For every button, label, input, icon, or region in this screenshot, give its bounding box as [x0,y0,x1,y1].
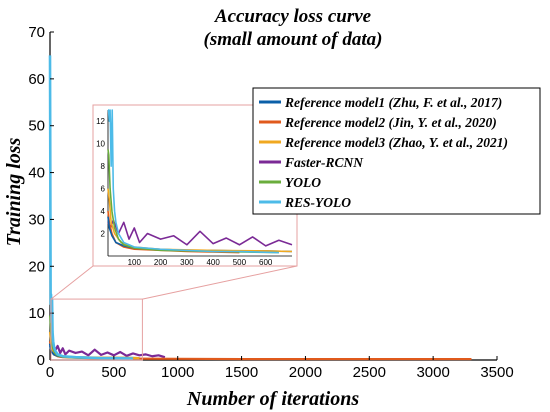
legend-box [252,87,541,215]
x-tick-label: 1000 [161,364,194,381]
legend-label: Reference model3 (Zhao, Y. et al., 2021) [284,135,508,150]
y-tick-label: 60 [28,71,45,88]
y-tick-label: 50 [28,118,45,135]
legend-label: RES-YOLO [284,195,351,210]
main-tick-labels: 0 500 1000 1500 2000 2500 3000 3500010203040506… [28,24,513,381]
y-tick-label: 40 [28,165,45,182]
inset-y-tick-label: 12 [96,117,105,126]
series-line-5 [48,55,134,360]
y-tick-label: 30 [28,211,45,228]
inset-series-line-3 [107,219,293,247]
inset-x-tick-label: 300 [180,258,194,267]
chart-title-line-2: (small amount of data) [204,29,383,50]
zoom-region [50,265,298,361]
chart-title-line-1: Accuracy loss curve [214,6,372,27]
x-axis-label: Number of iterations [186,388,359,410]
legend-label: Reference model2 (Jin, Y. et al., 2020) [284,115,497,130]
y-tick-label: 20 [28,258,45,275]
legend: Reference model1 (Zhu, F. et al., 2017) R… [252,87,541,215]
x-tick-label: 2000 [289,364,322,381]
inset-x-tick-label: 100 [128,258,142,267]
series-line-1 [48,341,472,361]
y-tick-label: 70 [28,24,45,41]
inset-x-tick-label: 600 [259,258,273,267]
legend-label: Reference model1 (Zhu, F. et al., 2017) [284,95,502,110]
inset-y-tick-label: 4 [101,207,106,216]
inset-x-tick-label: 500 [233,258,247,267]
inset-y-tick-label: 6 [101,185,106,194]
x-tick-label: 3500 [480,364,513,381]
legend-label: YOLO [285,175,321,190]
zoom-connector-right [142,265,298,300]
inset-x-tick-label: 400 [206,258,220,267]
x-tick-label: 0 [46,364,54,381]
inset-y-tick-label: 2 [101,230,106,239]
y-axis-label: Training loss [3,137,25,246]
zoom-connector-left [50,265,94,300]
legend-label: Faster-RCNN [284,155,364,170]
x-tick-label: 2500 [353,364,386,381]
series-line-3 [49,343,166,359]
inset-x-tick-label: 200 [154,258,168,267]
inset-y-tick-label: 8 [101,162,106,171]
x-tick-label: 3000 [416,364,449,381]
y-tick-label: 0 [37,352,45,369]
inset-y-tick-label: 10 [96,140,105,149]
x-tick-label: 1500 [225,364,258,381]
x-tick-label: 500 [101,364,126,381]
y-tick-label: 10 [28,305,45,322]
inset-series-line-5 [107,109,279,254]
zoom-rectangle [50,298,143,361]
